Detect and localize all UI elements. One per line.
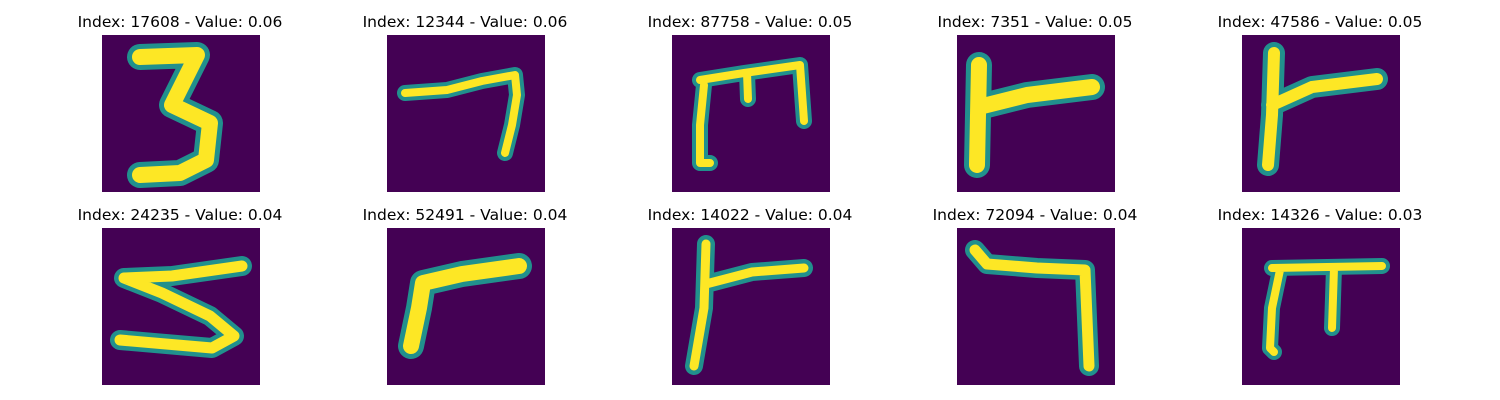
digit-image-r-shape (672, 228, 830, 385)
digit-image-seven (957, 228, 1115, 385)
digit-image-pi-shape (1242, 228, 1400, 385)
digit-image-three (102, 35, 260, 192)
sample-title: Index: 12344 - Value: 0.06 (362, 13, 568, 31)
sample-title: Index: 87758 - Value: 0.05 (647, 13, 853, 31)
digit-image-r-shape (957, 35, 1115, 192)
sample-title: Index: 14326 - Value: 0.03 (1217, 206, 1423, 224)
digit-image-r-shape (387, 228, 545, 385)
sample-title: Index: 24235 - Value: 0.04 (77, 206, 283, 224)
sample-title: Index: 47586 - Value: 0.05 (1217, 13, 1423, 31)
sample-title: Index: 17608 - Value: 0.06 (77, 13, 283, 31)
sample-title: Index: 52491 - Value: 0.04 (362, 206, 568, 224)
sample-title: Index: 72094 - Value: 0.04 (932, 206, 1138, 224)
digit-image-five (102, 228, 260, 385)
sample-title: Index: 7351 - Value: 0.05 (937, 13, 1133, 31)
digit-image-seven (387, 35, 545, 192)
digit-image-m-shape (672, 35, 830, 192)
sample-title: Index: 14022 - Value: 0.04 (647, 206, 853, 224)
digit-image-r-shape (1242, 35, 1400, 192)
